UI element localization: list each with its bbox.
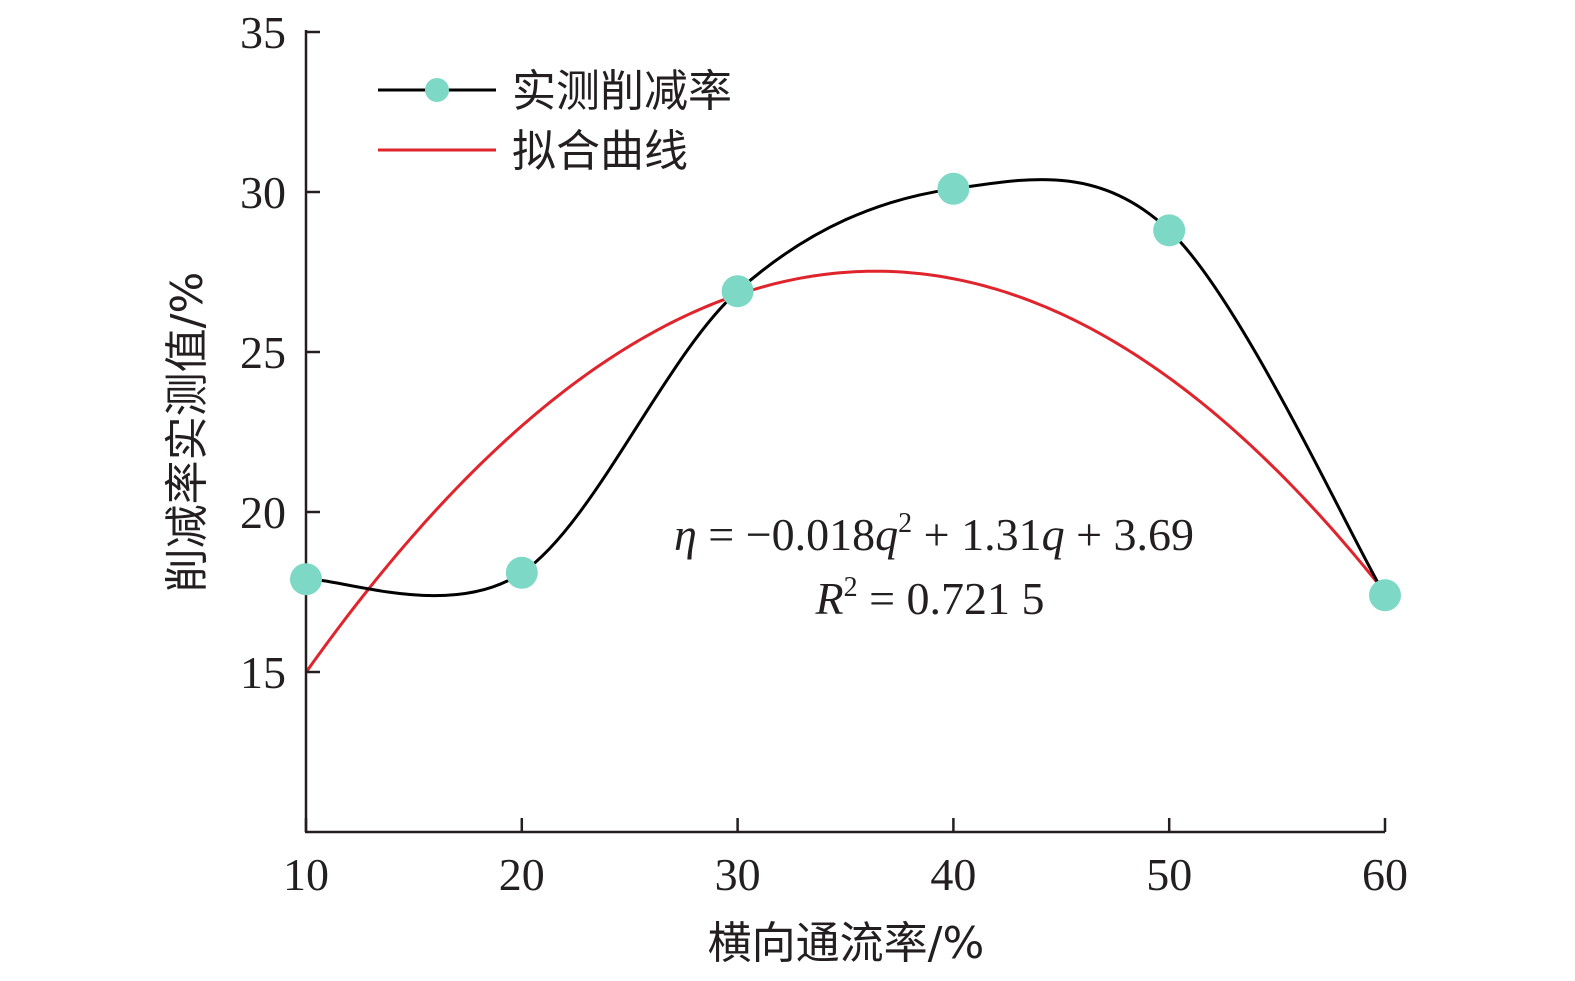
data-point [1153, 214, 1186, 247]
r-squared: R2 = 0.721 5 [814, 572, 1044, 624]
y-tick-label: 20 [240, 487, 286, 538]
fit-equation: η = −0.018q2 + 1.31q + 3.69 [674, 508, 1194, 560]
data-point [505, 556, 538, 589]
ticks-layer: 10 20 30 40 50 60 15 20 25 30 35 [240, 7, 1408, 900]
r2-r: R [814, 573, 843, 624]
eq-exp1: 2 [898, 508, 912, 539]
fit-curve [304, 269, 1387, 674]
x-tick-label: 50 [1146, 849, 1192, 900]
markers-layer [290, 172, 1401, 612]
y-tick-label: 35 [240, 7, 286, 58]
legend-measured-label: 实测削减率 [512, 66, 732, 117]
y-tick-label: 25 [240, 327, 286, 378]
data-point [721, 275, 754, 308]
legend-fit-label: 拟合曲线 [512, 126, 688, 177]
eq-part3: + 3.69 [1065, 509, 1194, 560]
x-tick-label: 60 [1362, 849, 1408, 900]
eq-eta: η [674, 509, 697, 560]
r2-value: = 0.721 5 [858, 573, 1045, 624]
y-tick-label: 30 [240, 167, 286, 218]
legend-measured-marker [425, 78, 449, 102]
eq-q1: q [875, 509, 898, 560]
y-tick-label: 15 [240, 647, 286, 698]
eq-part2: + 1.31 [912, 509, 1041, 560]
eq-q2: q [1042, 509, 1065, 560]
data-point [1369, 579, 1401, 612]
data-point [937, 172, 970, 205]
x-tick-label: 40 [930, 849, 976, 900]
fit-curve-layer [304, 269, 1387, 674]
x-axis-title: 横向通流率/% [708, 918, 985, 969]
r2-exp: 2 [844, 572, 858, 603]
axes-layer [304, 30, 1385, 834]
y-axis-title: 削减率实测值/% [162, 272, 213, 593]
x-tick-label: 10 [283, 849, 329, 900]
x-tick-label: 30 [715, 849, 761, 900]
data-point [290, 563, 322, 596]
x-tick-label: 20 [499, 849, 545, 900]
eq-part1: = −0.018 [697, 509, 875, 560]
legend: 实测削减率 拟合曲线 [378, 66, 732, 177]
